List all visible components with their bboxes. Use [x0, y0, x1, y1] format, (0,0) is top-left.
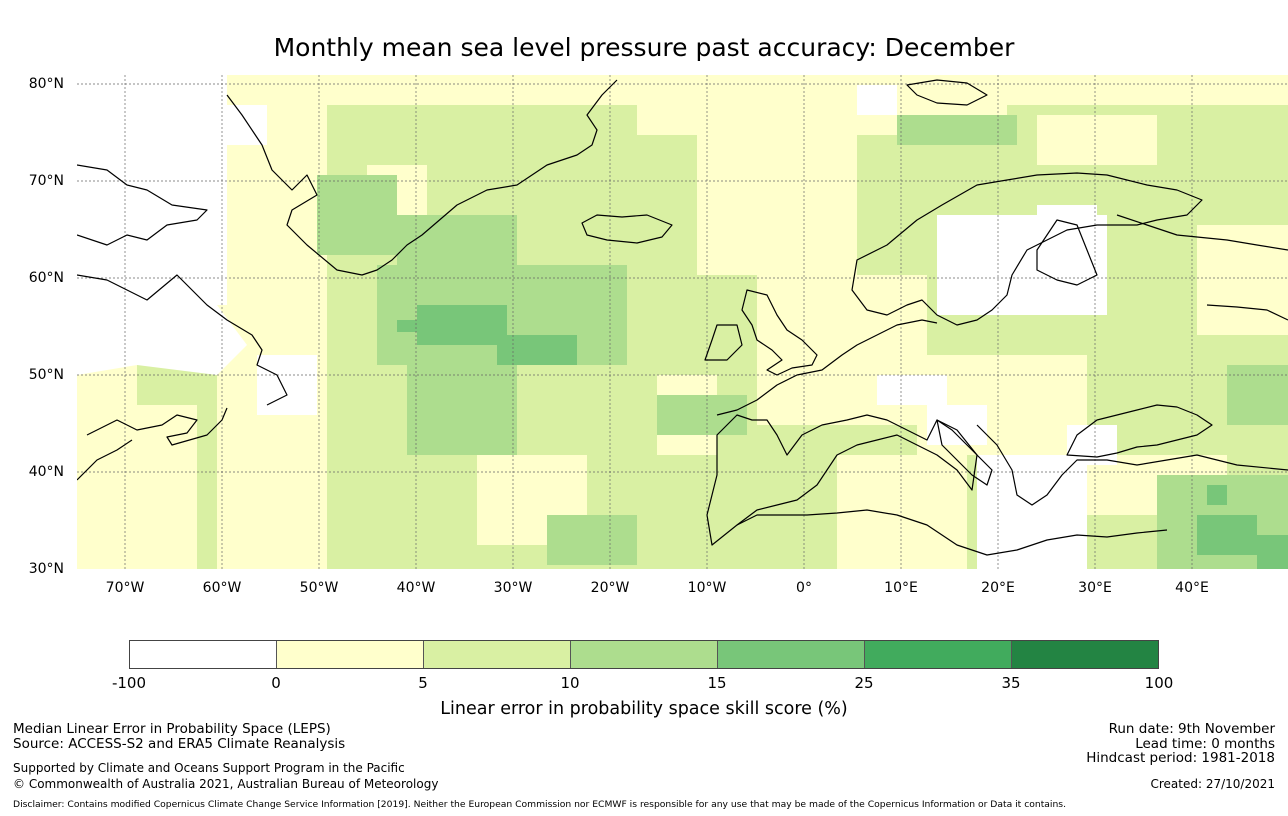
colorbar-tick: 15 [707, 674, 727, 692]
lat-label-40n: 40°N [28, 464, 64, 480]
graticule [77, 75, 1288, 569]
skill-band-10-15 [137, 115, 1288, 569]
footer-source: Source: ACCESS-S2 and ERA5 Climate Reana… [13, 736, 346, 752]
colorbar-segment [865, 641, 1012, 668]
lon-label-30w: 30°W [493, 580, 533, 596]
colorbar-tick: 10 [560, 674, 580, 692]
hindcast-period: Hindcast period: 1981-2018 [1086, 750, 1275, 766]
skill-map [77, 75, 1288, 569]
lon-label-30e: 30°E [1078, 580, 1112, 596]
colorbar-segment [130, 641, 277, 668]
footer-leps: Median Linear Error in Probability Space… [13, 721, 331, 737]
created-date: Created: 27/10/2021 [1150, 777, 1275, 791]
lon-label-0: 0° [796, 580, 812, 596]
colorbar-tick: 5 [418, 674, 428, 692]
map-title: Monthly mean sea level pressure past acc… [273, 33, 1015, 62]
lon-label-70w: 70°W [105, 580, 145, 596]
footer-support: Supported by Climate and Oceans Support … [13, 761, 405, 775]
skill-band-negative [77, 75, 1117, 569]
run-date: Run date: 9th November [1108, 721, 1275, 737]
lon-label-10e: 10°E [884, 580, 918, 596]
colorbar-segment [718, 641, 865, 668]
colorbar-segment [1012, 641, 1158, 668]
colorbar [129, 640, 1159, 669]
colorbar-tick: 35 [1001, 674, 1021, 692]
lat-label-80n: 80°N [28, 76, 64, 92]
lead-time: Lead time: 0 months [1135, 736, 1275, 752]
lon-label-40w: 40°W [396, 580, 436, 596]
lon-label-40e: 40°E [1175, 580, 1209, 596]
lat-label-60n: 60°N [28, 270, 64, 286]
lon-label-20w: 20°W [590, 580, 630, 596]
lon-label-20e: 20°E [981, 580, 1015, 596]
map-canvas [77, 75, 1288, 569]
lon-label-50w: 50°W [299, 580, 339, 596]
colorbar-tick: 25 [854, 674, 874, 692]
colorbar-tick: 100 [1144, 674, 1174, 692]
lat-label-50n: 50°N [28, 367, 64, 383]
lon-label-60w: 60°W [202, 580, 242, 596]
colorbar-tick: 0 [271, 674, 281, 692]
lat-label-70n: 70°N [28, 173, 64, 189]
colorbar-segment [424, 641, 571, 668]
colorbar-segment [277, 641, 424, 668]
skill-band-15-25 [397, 305, 1288, 569]
colorbar-segment [571, 641, 718, 668]
colorbar-tick: -100 [111, 674, 147, 692]
coastlines [77, 79, 1288, 556]
disclaimer: Disclaimer: Contains modified Copernicus… [13, 799, 1067, 810]
colorbar-label: Linear error in probability space skill … [440, 699, 848, 719]
lon-label-10w: 10°W [687, 580, 727, 596]
footer-copyright: © Commonwealth of Australia 2021, Austra… [13, 777, 439, 791]
lat-label-30n: 30°N [28, 561, 64, 577]
